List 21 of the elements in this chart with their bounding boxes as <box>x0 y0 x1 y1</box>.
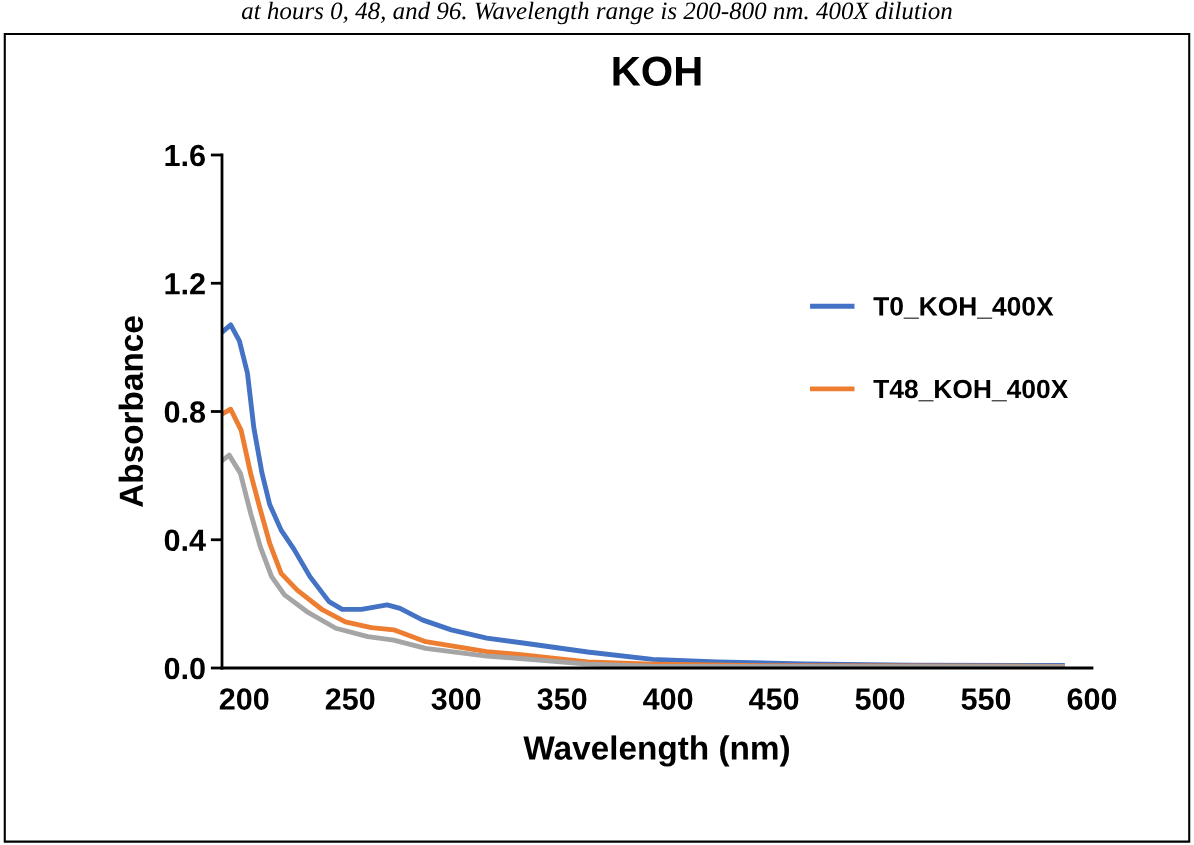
y-axis-title: Absorbance <box>118 316 144 507</box>
x-tick-label: 300 <box>431 688 481 710</box>
x-tick-label: 350 <box>537 688 587 710</box>
legend-label: T48_KOH_400X <box>873 379 1069 402</box>
y-tick-label: 0.4 <box>164 529 206 552</box>
x-tick-label: 550 <box>961 688 1011 710</box>
x-axis-title: Wavelength (nm) <box>523 735 789 767</box>
legend-label: T0_KOH_400X <box>873 297 1054 319</box>
y-tick-label: 1.2 <box>165 272 205 295</box>
x-tick-label: 500 <box>855 688 905 710</box>
y-tick-label: 0.8 <box>164 401 206 423</box>
x-tick-label: 600 <box>1067 688 1117 710</box>
x-tick-label: 450 <box>749 688 799 710</box>
y-tick-label: 0.0 <box>164 657 205 680</box>
text: at hours 0, 48, and 96. Wavelength range is 200-800 nm. 400X dilution <box>241 1 952 25</box>
x-tick-label: 250 <box>325 688 375 710</box>
y-tick-label: 1.6 <box>165 144 205 167</box>
x-tick-label: 400 <box>643 688 693 710</box>
line-series <box>222 452 1065 668</box>
chart-title: KOH <box>613 56 701 86</box>
x-tick-label: 200 <box>219 688 269 710</box>
